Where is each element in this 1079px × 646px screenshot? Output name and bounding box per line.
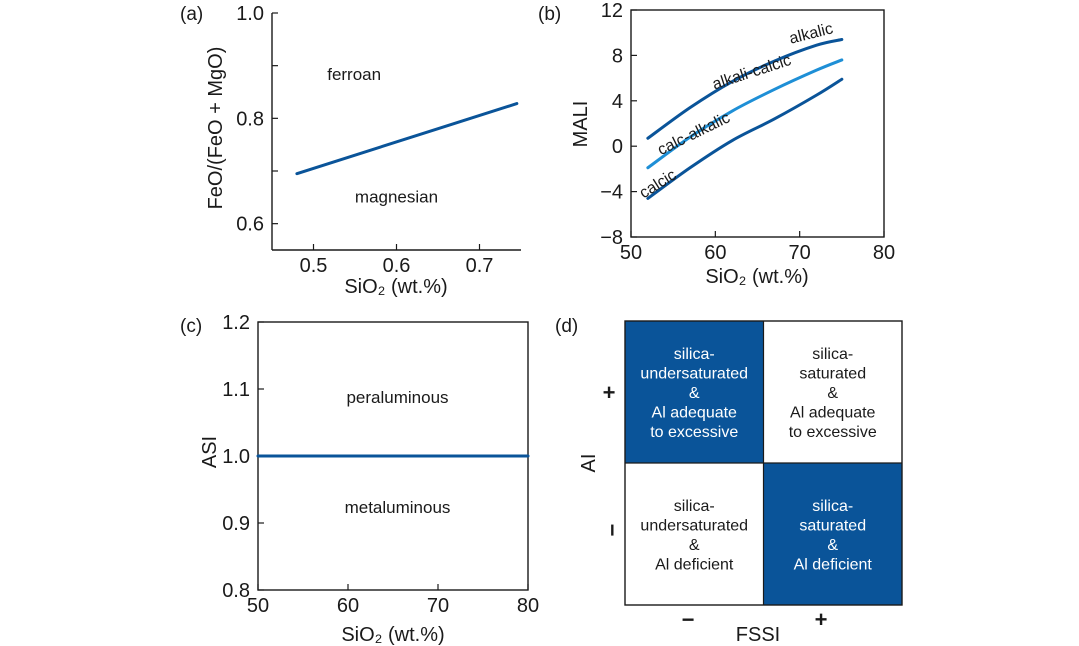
quadrant-cell-background — [625, 463, 764, 605]
quadrant-cell-text: silica- — [812, 346, 853, 363]
y-minus-sign: − — [600, 524, 625, 537]
panel-a-y-axis-title: FeO/(FeO + MgO) — [205, 47, 227, 210]
series-line-3 — [646, 77, 844, 200]
quadrant-cell-text: Al adequate — [790, 405, 876, 422]
x-tick-label: 80 — [873, 242, 895, 264]
y-tick-label: −8 — [600, 227, 623, 249]
series-line-1 — [295, 102, 519, 176]
y-tick-label: 0.8 — [236, 108, 264, 130]
panel-d-label: (d) — [555, 316, 578, 337]
plot-frame — [630, 9, 885, 238]
y-tick-label: 1.0 — [236, 3, 264, 25]
x-tick-label: 0.7 — [466, 255, 494, 277]
y-tick-label: −4 — [600, 182, 623, 204]
quadrant-cell-text: undersaturated — [640, 366, 748, 383]
x-minus-sign: − — [682, 607, 695, 632]
x-tick-label: 0.6 — [383, 255, 411, 277]
quadrant-cell-text: undersaturated — [640, 517, 748, 534]
x-tick-label: 60 — [704, 242, 726, 264]
y-tick-label: 1.0 — [222, 446, 250, 468]
panel-c-label: (c) — [180, 316, 202, 337]
annotation-label: magnesian — [355, 188, 438, 207]
panel-d-x-axis-title: FSSI — [736, 624, 780, 646]
quadrant-cell-text: silica- — [812, 498, 853, 515]
quadrant-cell-background — [625, 321, 764, 463]
y-tick-label: 4 — [612, 91, 623, 113]
y-plus-sign: + — [603, 380, 616, 405]
panel-a-plot-area: 0.5 0.6 0.7 0.6 0.8 1.0 ferroan magnesian — [236, 3, 521, 277]
panel-c-y-axis-title: ASI — [199, 436, 221, 468]
x-tick-label: 60 — [337, 595, 359, 617]
annotation-label: metaluminous — [345, 498, 451, 517]
quadrant-cell-text: & — [827, 537, 838, 554]
y-tick-label: 0.9 — [222, 513, 250, 535]
panel-b-label: (b) — [538, 4, 561, 25]
panel-b-y-axis-title: MALI — [570, 101, 592, 148]
x-plus-sign: + — [815, 607, 828, 632]
quadrant-cell-text: to excessive — [789, 424, 877, 441]
panel-c-plot-area: 50 60 70 80 0.8 0.9 1.0 1.1 1.2 peraluminous metal… — [222, 312, 539, 617]
annotation-label: calcic — [637, 167, 680, 203]
quadrant-cell-text: Al adequate — [652, 405, 738, 422]
quadrant-cell: silica-saturated & Al adequate to excessive — [763, 321, 902, 463]
annotation-label: peraluminous — [346, 388, 448, 407]
quadrant-cell-background — [763, 321, 902, 463]
panel-b-chart: (b) 50 60 70 80−8−404812alkalicalkali-calci… — [538, 0, 895, 288]
y-tick-label: 1.2 — [222, 312, 250, 334]
quadrant-cell: silica-undersaturated & Al deficient — [625, 463, 764, 605]
series-line-1 — [646, 38, 844, 140]
panel-c-chart: (c) 50 60 70 80 0.8 0.9 1.0 1.1 1.2 peraluminous m… — [180, 312, 539, 646]
quadrant-cell-text: saturated — [799, 517, 866, 534]
y-tick-label: 0.6 — [236, 214, 264, 236]
series-line-2 — [646, 58, 844, 170]
quadrant-cell-background — [763, 463, 902, 605]
x-tick-label: 80 — [517, 595, 539, 617]
y-tick-label: 0 — [612, 136, 623, 158]
x-tick-label: 0.5 — [300, 255, 328, 277]
quadrant-cell: silica-undersaturated & Al adequate to exce… — [625, 321, 764, 463]
panel-d-quadrant-diagram: (d) silica-undersaturated & Al adequate to … — [555, 316, 903, 646]
panel-d-y-axis-title: AI — [578, 454, 600, 473]
x-tick-label: 70 — [427, 595, 449, 617]
panel-a-label: (a) — [180, 4, 203, 25]
quadrant-cell-text: to excessive — [650, 424, 738, 441]
quadrant-grid: silica-undersaturated & Al adequate to exce… — [624, 320, 903, 606]
quadrant-cell-text: & — [689, 537, 700, 554]
quadrant-cell-text: saturated — [799, 366, 866, 383]
quadrant-cell-text: Al deficient — [794, 556, 873, 573]
panel-b-plot-area: 50 60 70 80−8−404812alkalicalkali-calciccal… — [600, 0, 895, 264]
y-tick-label: 8 — [612, 45, 623, 67]
panel-b-x-axis-title: SiO₂ (wt.%) — [705, 266, 808, 288]
quadrant-cell: silica-saturated & Al deficient — [763, 463, 902, 605]
y-tick-label: 1.1 — [222, 379, 250, 401]
panel-a-chart: (a) 0.5 0.6 0.7 0.6 0.8 1.0 ferroan magnesian S… — [180, 3, 521, 298]
quadrant-cell-text: Al deficient — [655, 556, 734, 573]
quadrant-cell-text: silica- — [674, 498, 715, 515]
quadrant-cell-text: silica- — [674, 346, 715, 363]
annotation-label: calc-alkalic — [655, 109, 733, 159]
quadrant-cell-text: & — [689, 385, 700, 402]
y-tick-label: 12 — [601, 0, 623, 22]
x-tick-label: 50 — [620, 242, 642, 264]
quadrant-cell-text: & — [827, 385, 838, 402]
annotation-label: ferroan — [327, 65, 381, 84]
x-tick-label: 50 — [247, 595, 269, 617]
y-tick-label: 0.8 — [222, 580, 250, 602]
panel-a-x-axis-title: SiO₂ (wt.%) — [344, 276, 447, 298]
x-tick-label: 70 — [789, 242, 811, 264]
panel-c-x-axis-title: SiO₂ (wt.%) — [341, 624, 444, 646]
